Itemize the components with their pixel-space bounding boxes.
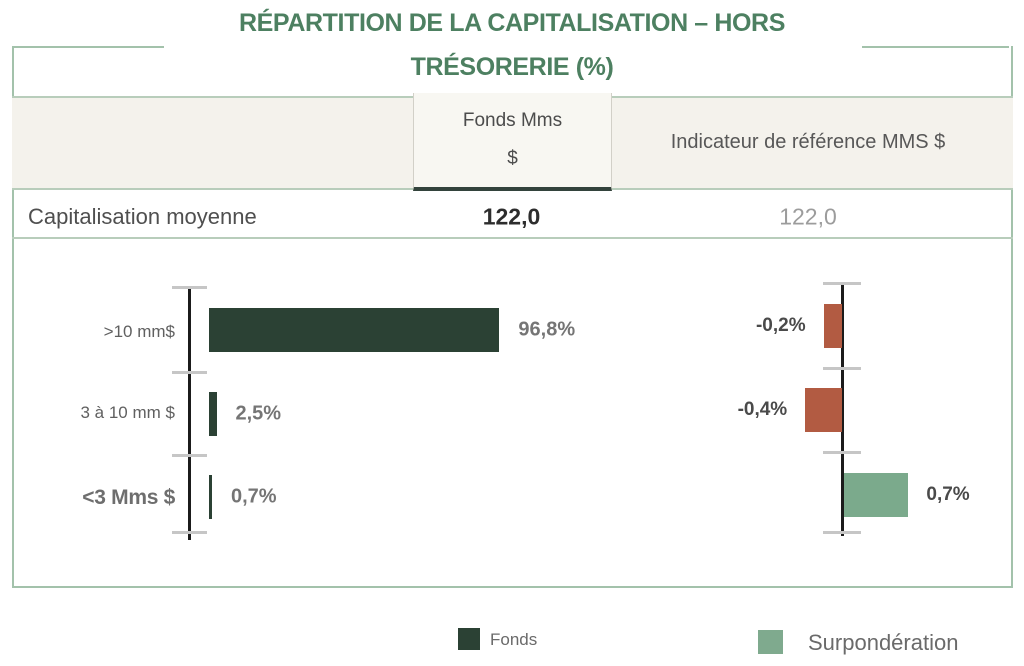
fund-average-cap-value: 122,0 [482,203,541,230]
category-label-gt10: >10 mm$ [103,322,175,341]
right-chart-tick-3 [823,451,861,454]
right-chart-axis [841,283,844,536]
right-chart-tick-2 [823,367,861,370]
fund-bar-value-1: 2,5% [235,402,282,425]
left-chart-tick-2 [172,371,207,374]
relative-bar-value-2: 0,7% [926,484,970,505]
left-chart-tick-4 [172,531,207,534]
fund-bar-value-2: 0,7% [231,485,277,508]
frame-top-border-left [12,46,164,48]
relative-bar-2 [844,473,909,517]
chart-title-line2: TRÉSORERIE (%) [410,53,614,81]
category-label-lt3: <3 Mms $ [82,486,175,509]
legend-swatch-surponderation [758,630,783,654]
relative-bar-value-1: -0,4% [737,399,788,420]
content-frame [12,46,1013,588]
legend-swatch-fonds [458,628,480,650]
relative-bar-0 [823,304,842,348]
fund-bar-value-0: 96,8% [518,318,576,341]
left-chart-axis [188,287,191,540]
fund-bar-0 [209,308,500,352]
category-label-3to10: 3 à 10 mm $ [80,403,176,422]
legend-label-surponderation: Surpondération [808,630,959,655]
row-label-capitalisation-moyenne: Capitalisation moyenne [28,204,257,229]
chart-title-line1: RÉPARTITION DE LA CAPITALISATION – HORS [239,9,785,37]
chart-title: RÉPARTITION DE LA CAPITALISATION – HORS … [0,8,1024,82]
left-chart-tick-1 [172,286,207,289]
benchmark-average-cap-value: 122,0 [779,203,837,230]
fund-column-header-line2: $ [507,148,518,170]
fund-bar-2 [209,475,212,519]
right-chart-tick-4 [823,531,861,534]
relative-bar-1 [805,388,842,432]
fund-bar-1 [209,392,217,436]
relative-bar-value-0: -0,2% [755,315,806,336]
fund-column-header: Fonds Mms $ [413,93,612,191]
right-chart-tick-1 [823,282,861,285]
row-separator [12,237,1013,239]
frame-top-border-right [862,46,1009,48]
fund-column-header-line1: Fonds Mms [462,109,563,131]
benchmark-column-header: Indicateur de référence MMS $ [670,130,946,153]
left-chart-tick-3 [172,454,207,457]
legend-label-fonds: Fonds [490,630,538,649]
